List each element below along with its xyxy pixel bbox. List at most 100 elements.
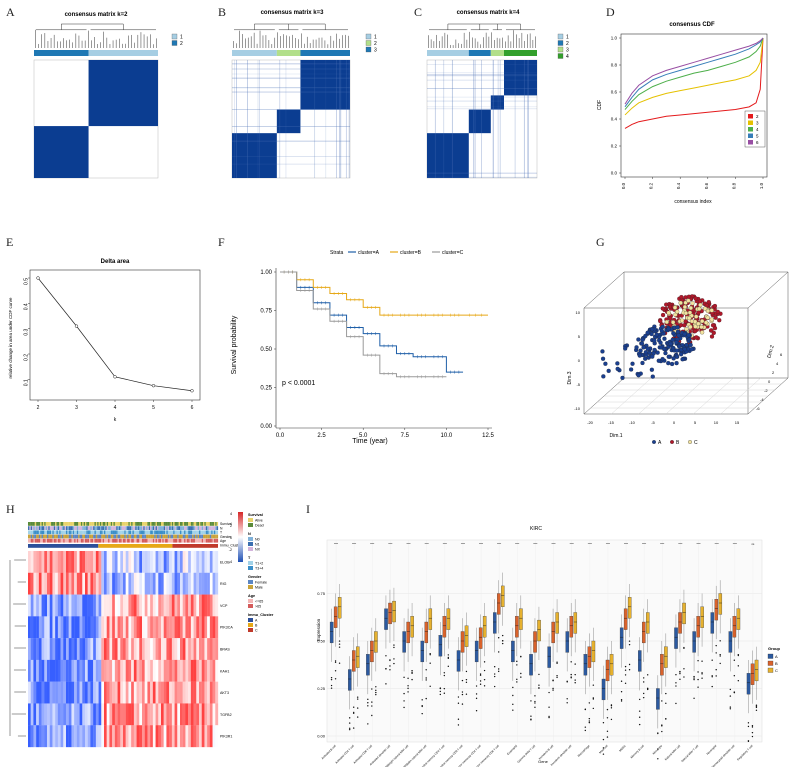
heat-cell [60, 659, 64, 682]
heat-cell [131, 725, 135, 748]
annotation-cell [91, 530, 94, 535]
box-outlier [697, 686, 699, 688]
heat-cell [169, 681, 173, 704]
pca-point [620, 375, 625, 381]
surv-ylabel: Survival probability [231, 315, 238, 374]
heat-cell [152, 703, 156, 726]
annotation-cell [205, 534, 208, 539]
annotation-cell [40, 522, 42, 526]
heat-cell [163, 703, 167, 726]
heat-cell [204, 551, 208, 573]
heat-cell [33, 725, 37, 748]
box-significance: **** [552, 542, 556, 546]
annotation-cell [151, 534, 153, 539]
annotation-cell [142, 530, 144, 535]
annotation-cell [150, 534, 152, 539]
heat-cell [66, 551, 69, 573]
annotation-cell [215, 526, 217, 530]
heat-cell [104, 638, 107, 661]
annotation-cell [142, 534, 144, 539]
heat-cell [166, 572, 170, 595]
box-significance: **** [461, 542, 465, 546]
heat-cell [85, 703, 88, 726]
annotation-cell [128, 526, 130, 530]
annotation-cell [66, 534, 68, 539]
heat-cell [215, 681, 219, 704]
heat-cell [79, 594, 83, 617]
panel-letter-c: C [414, 5, 422, 19]
consensus-block [232, 133, 277, 178]
heat-cell [71, 725, 75, 748]
pca-ztick-label: 0 [768, 379, 771, 384]
annotation-cell [94, 526, 96, 530]
box-body [420, 640, 425, 663]
heat-cell [188, 594, 192, 617]
annotation-cell [83, 534, 86, 539]
heat-cell [155, 681, 159, 704]
heat-cell [95, 594, 99, 617]
annotation-cell [129, 538, 132, 543]
heat-cell [117, 594, 121, 617]
annotation-cell [42, 538, 45, 543]
heat-cell [106, 551, 110, 573]
delta-point [113, 375, 117, 379]
annotation-cell [162, 526, 164, 530]
legend-swatch [171, 33, 178, 40]
box-outlier [520, 672, 522, 675]
box-body [750, 663, 755, 685]
annotation-cell [129, 522, 132, 526]
heat-legend-swatch [248, 542, 253, 546]
annotation-cell [155, 530, 158, 535]
annotation-cell [127, 534, 129, 539]
annotation-cell [215, 538, 217, 543]
annotation-cell [120, 526, 122, 530]
annotation-cell [95, 530, 98, 535]
heat-cell [199, 681, 202, 704]
annotation-cell [70, 522, 72, 526]
box-outlier [389, 659, 391, 662]
annotation-cell [42, 526, 45, 530]
heat-cell [85, 572, 88, 595]
heat-cell [38, 638, 42, 661]
annotation-cell [201, 534, 204, 539]
annotation-cell [208, 534, 210, 539]
box-significance: **** [334, 542, 338, 546]
legend-swatch [365, 46, 372, 53]
annotation-cell [121, 530, 124, 535]
box-outlier [497, 668, 500, 670]
pca-point [636, 337, 641, 342]
annotation-cell [33, 538, 35, 543]
pca-point [688, 342, 693, 348]
annotation-cell [70, 538, 72, 543]
annotation-cell [189, 522, 191, 526]
box-outlier [646, 688, 649, 691]
heat-cell [152, 638, 156, 661]
pca-point [656, 358, 661, 363]
heat-cell [163, 638, 167, 661]
heat-cell [131, 638, 135, 661]
heat-cell [180, 551, 183, 573]
gene-label: AKT3 [220, 691, 229, 695]
annotation-cell [169, 526, 171, 530]
annotation-cell [131, 526, 133, 530]
heat-cell [147, 594, 151, 617]
surv-xtick-label: 12.5 [482, 433, 494, 439]
annotation-cell [52, 526, 54, 530]
annotation-cell [127, 538, 129, 543]
pca-point [643, 350, 648, 355]
box-outlier [447, 656, 450, 659]
heat-cell [174, 703, 178, 726]
box-outlier [679, 678, 681, 681]
annotation-cell [192, 538, 194, 543]
pca-point [660, 312, 666, 318]
heat-cell [152, 594, 156, 617]
annotation-cell [57, 534, 60, 539]
heat-cell [131, 551, 135, 573]
annotation-cell [125, 526, 128, 530]
legend-label: 1 [566, 35, 569, 41]
heat-cell [106, 681, 110, 704]
annotation-cell [33, 530, 35, 535]
heat-cell [79, 681, 83, 704]
annotation-cell [182, 526, 185, 530]
